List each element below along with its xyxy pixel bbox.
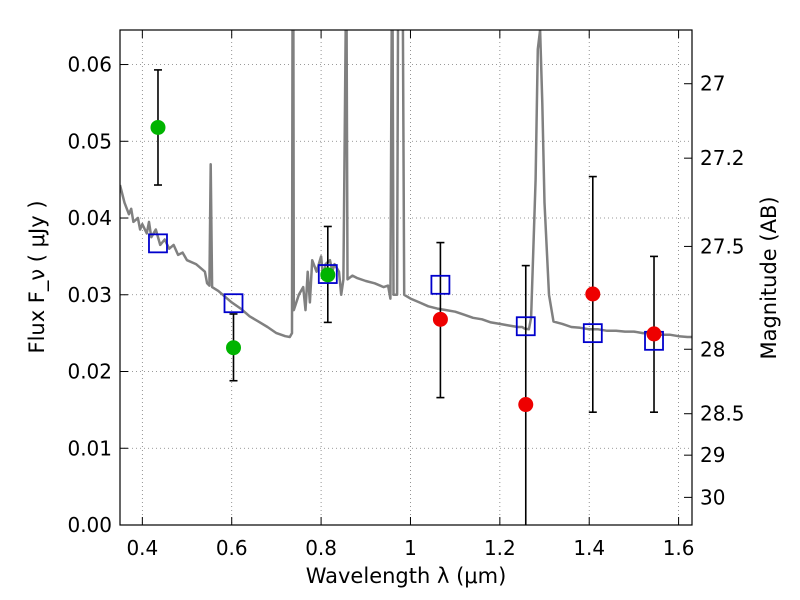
model-spectrum-line [120, 30, 692, 339]
observed-point-red [585, 286, 601, 302]
y-axis-title: Flux F_ν ( μJy ) [25, 200, 50, 353]
y2-tick-label: 28.5 [700, 402, 745, 426]
y2-tick-label: 28 [700, 337, 725, 361]
y2-tick-label: 30 [700, 485, 725, 509]
observed-point-green [320, 267, 336, 283]
x-tick-label: 1.2 [484, 536, 516, 560]
observed-point-green [226, 340, 242, 356]
x-tick-label: 0.6 [216, 536, 248, 560]
model-photometry-square [430, 274, 451, 295]
y-tick-label: 0.01 [67, 436, 112, 460]
model-photometry-square [582, 323, 603, 344]
model-photometry-square [148, 233, 168, 254]
x-tick-label: 0.8 [305, 536, 337, 560]
y-tick-label: 0.02 [67, 360, 112, 384]
y-tick-label: 0.00 [67, 513, 112, 537]
plot-background [120, 30, 692, 525]
y-tick-label: 0.06 [67, 53, 112, 77]
x-tick-label: 0.4 [126, 536, 158, 560]
y-tick-label: 0.03 [67, 283, 112, 307]
x-tick-label: 1 [404, 536, 417, 560]
model-photometry-square [317, 264, 338, 284]
observed-point-red [432, 311, 448, 327]
y-tick-label: 0.04 [67, 206, 112, 230]
y2-axis-title: Magnitude (AB) [757, 196, 781, 359]
y2-tick-label: 27 [700, 72, 725, 96]
model-photometry-square [223, 293, 244, 314]
y2-tick-label: 27.5 [700, 234, 745, 258]
photometry-layer [148, 69, 664, 525]
plot-frame [119, 29, 693, 526]
observed-point-green [150, 119, 166, 135]
observed-point-red [646, 326, 662, 342]
model-spectrum-layer [120, 30, 692, 339]
model-photometry-square [515, 316, 536, 337]
y2-tick-label: 27.2 [700, 146, 745, 170]
y2-tick-label: 29 [700, 443, 725, 467]
x-tick-label: 1.4 [573, 536, 605, 560]
axis-ticks: 0.4 0.6 0.8 1 1.2 1.4 1.6 0.00 0.01 0.02 0.03 0.04 0… [67, 30, 745, 560]
x-tick-label: 1.6 [663, 536, 695, 560]
observed-point-red [518, 397, 534, 413]
y-tick-label: 0.05 [67, 129, 112, 153]
x-axis-title: Wavelength λ (μm) [306, 564, 507, 588]
